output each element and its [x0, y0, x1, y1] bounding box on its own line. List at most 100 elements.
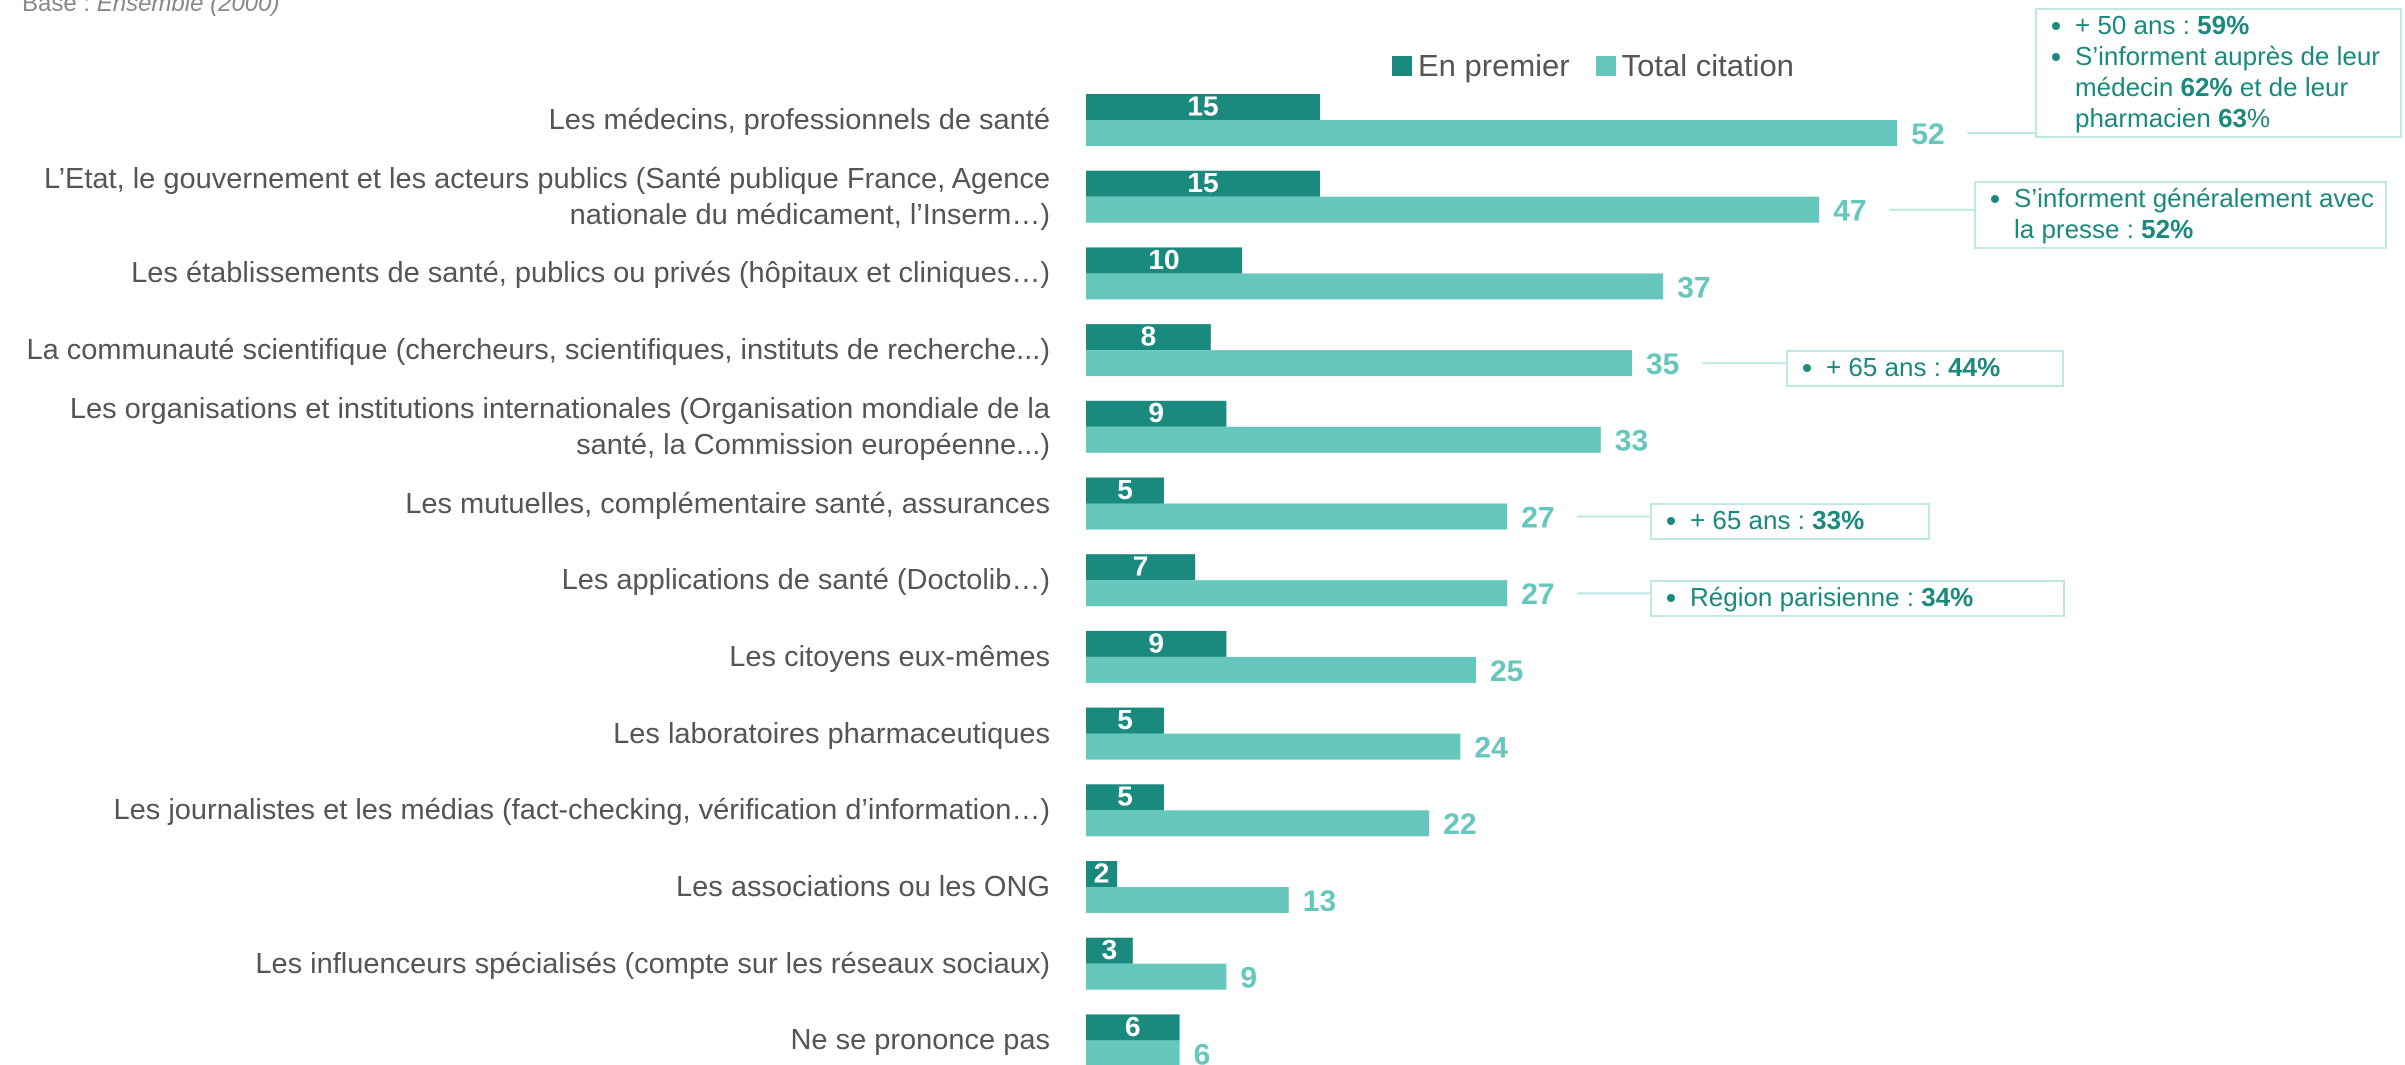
annotation-list: + 65 ans : 44% — [1796, 352, 2054, 383]
annotation-text: + 65 ans : — [1690, 505, 1813, 535]
bar — [1086, 120, 1898, 146]
value-label: 9 — [1240, 962, 1257, 995]
bar — [1086, 554, 1196, 581]
category-label: Les laboratoires pharmaceutiques — [613, 717, 1050, 750]
value-label: 6 — [1194, 1038, 1211, 1065]
bar — [1086, 503, 1508, 530]
category-label: Les journalistes et les médias (fact-che… — [113, 794, 1050, 827]
annotation-list: + 50 ans : 59%S’informent auprès de leur… — [2045, 10, 2392, 134]
bar — [1086, 324, 1211, 351]
bar — [1086, 656, 1476, 683]
bar — [1086, 963, 1227, 990]
bar — [1086, 170, 1320, 197]
legend-swatch — [1392, 56, 1412, 76]
category-label: Les mutuelles, complémentaire santé, ass… — [405, 487, 1050, 520]
bar — [1086, 887, 1289, 913]
annotation: + 65 ans : 44% — [1786, 350, 2064, 387]
value-label: 6 — [1125, 1011, 1141, 1042]
value-label: 5 — [1117, 704, 1133, 735]
annotation-text: 34% — [1921, 582, 1974, 612]
bar — [1086, 247, 1242, 274]
value-label: 7 — [1133, 551, 1149, 582]
annotation-item: + 50 ans : 59% — [2075, 10, 2392, 41]
value-label: 2 — [1094, 857, 1110, 888]
category-label: Les citoyens eux-mêmes — [729, 640, 1050, 673]
value-label: 15 — [1187, 167, 1218, 198]
annotation-list: Région parisienne : 34% — [1660, 582, 2055, 613]
category-label: L’Etat, le gouvernement et les acteurs p… — [44, 162, 1050, 231]
value-label: 52 — [1911, 118, 1944, 151]
bar — [1086, 937, 1133, 964]
bar — [1086, 196, 1820, 223]
category-label: La communauté scientifique (chercheurs, … — [26, 334, 1050, 367]
category-label: Les établissements de santé, publics ou … — [131, 257, 1050, 290]
bar — [1086, 350, 1632, 377]
category-label: Les médecins, professionnels de santé — [548, 104, 1050, 136]
category-label: Ne se prononce pas — [790, 1024, 1050, 1057]
annotation-text: % — [2247, 103, 2271, 133]
annotation-item: + 65 ans : 33% — [1690, 505, 1920, 536]
value-label: 37 — [1677, 271, 1710, 304]
category-label: Les associations ou les ONG — [676, 871, 1050, 903]
annotation-item: S’informent généralement avec la presse … — [2014, 183, 2377, 245]
annotation-item: S’informent auprès de leur médecin 62% e… — [2075, 41, 2392, 134]
annotation-item: Région parisienne : 34% — [1690, 582, 2055, 613]
category-label: Les influenceurs spécialisés (compte sur… — [255, 947, 1050, 980]
annotation-list: + 65 ans : 33% — [1660, 505, 1920, 536]
bar — [1086, 477, 1164, 504]
value-label: 9 — [1148, 627, 1164, 658]
annotation-text: 59% — [2197, 10, 2250, 40]
value-label: 9 — [1148, 397, 1164, 428]
value-label: 10 — [1148, 244, 1179, 275]
value-label: 25 — [1490, 655, 1523, 688]
value-label: 22 — [1443, 808, 1476, 841]
value-label: 5 — [1117, 781, 1133, 812]
annotation-item: + 65 ans : 44% — [1826, 352, 2054, 383]
annotation-text: 63 — [2218, 103, 2247, 133]
value-label: 8 — [1141, 320, 1157, 351]
annotation: S’informent généralement avec la presse … — [1974, 181, 2387, 249]
value-label: 24 — [1474, 732, 1508, 765]
annotation-text: 33% — [1812, 505, 1865, 535]
value-label: 3 — [1102, 934, 1118, 965]
annotation-text: S’informent généralement avec la presse … — [2014, 183, 2374, 244]
annotation: + 50 ans : 59%S’informent auprès de leur… — [2035, 8, 2402, 138]
bar — [1086, 861, 1118, 887]
annotation-text: 62% — [2180, 72, 2233, 102]
legend-swatch — [1595, 56, 1616, 76]
bar — [1086, 810, 1430, 837]
bar — [1086, 784, 1164, 811]
annotation-list: S’informent généralement avec la presse … — [1984, 183, 2377, 245]
legend: En premier Total citation — [1392, 48, 1794, 84]
legend-label: Total citation — [1621, 48, 1794, 83]
value-label: 15 — [1187, 90, 1218, 121]
bar — [1086, 273, 1664, 300]
annotation-text: 52% — [2141, 214, 2194, 244]
legend-item: Total citation — [1595, 48, 1794, 84]
annotation-text: S’informent auprès de leur médecin — [2075, 41, 2380, 102]
legend-item: En premier — [1392, 48, 1570, 84]
bar — [1086, 1040, 1180, 1065]
annotation: Région parisienne : 34% — [1650, 580, 2065, 617]
value-label: 47 — [1833, 195, 1866, 228]
bar — [1086, 400, 1227, 427]
legend-label: En premier — [1418, 48, 1570, 83]
bar — [1086, 580, 1508, 607]
bar — [1086, 733, 1461, 760]
annotation: + 65 ans : 33% — [1650, 503, 1930, 540]
annotation-text: et de leur pharmacien — [2075, 72, 2349, 133]
bar — [1086, 94, 1320, 120]
annotation-text: + 50 ans : — [2075, 10, 2198, 40]
category-label: Les applications de santé (Doctolib…) — [561, 564, 1050, 597]
base-note: Base : Ensemble (2000) — [22, 0, 279, 18]
annotation-text: 44% — [1948, 352, 2001, 382]
value-label: 13 — [1303, 885, 1336, 918]
category-label: Les organisations et institutions intern… — [69, 392, 1050, 461]
value-label: 5 — [1117, 474, 1133, 505]
annotation-text: Région parisienne : — [1690, 582, 1922, 612]
value-label: 27 — [1521, 501, 1554, 534]
value-label: 35 — [1646, 348, 1679, 381]
bar — [1086, 630, 1227, 657]
